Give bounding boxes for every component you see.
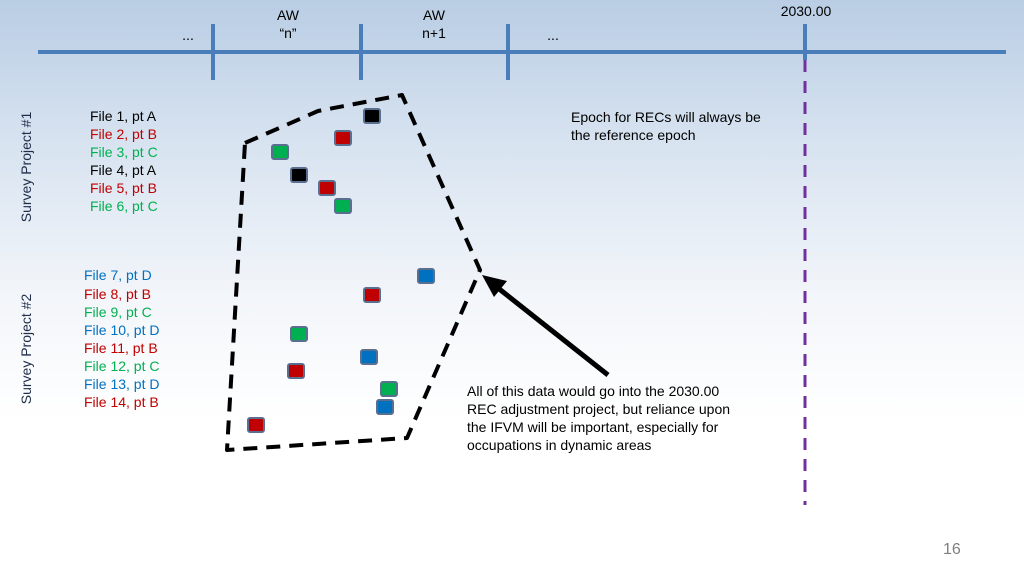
data-point-file-8 — [363, 287, 381, 303]
file-label-5: File 5, pt B — [90, 180, 157, 196]
aw-n1-label-line1: AW — [422, 7, 446, 23]
file-label-13: File 13, pt D — [84, 376, 160, 392]
file-label-3: File 3, pt C — [90, 144, 158, 160]
file-label-4: File 4, pt A — [90, 162, 157, 178]
data-point-file-5 — [318, 180, 336, 196]
data-point-file-9 — [290, 326, 308, 342]
file-label-8: File 8, pt B — [84, 286, 151, 302]
file-label-2: File 2, pt B — [90, 126, 157, 142]
data-enclosure — [225, 93, 482, 452]
data-point-file-7 — [417, 268, 435, 284]
data-point-markers — [247, 108, 435, 433]
aw-n-label-line1: AW — [276, 7, 300, 23]
data-point-file-2 — [334, 130, 352, 146]
file-label-7: File 7, pt D — [84, 267, 152, 283]
file-label-6: File 6, pt C — [90, 198, 158, 214]
file-label-12: File 12, pt C — [84, 358, 160, 374]
timeline-ellipsis-right: ... — [547, 27, 559, 43]
adjustment-note-line2: REC adjustment project, but reliance upo… — [467, 401, 731, 417]
data-point-file-14 — [247, 417, 265, 433]
timeline-ellipsis-left: ... — [182, 27, 194, 43]
data-point-file-11 — [287, 363, 305, 379]
file-label-11: File 11, pt B — [84, 340, 158, 356]
page-number: 16 — [943, 541, 961, 558]
data-point-file-4 — [290, 167, 308, 183]
pointer-arrow-shaft — [496, 286, 610, 377]
data-point-file-6 — [334, 198, 352, 214]
data-point-file-1 — [363, 108, 381, 124]
aw-n-label-line2: “n” — [279, 25, 297, 41]
pointer-arrow-head — [482, 275, 507, 297]
file-label-10: File 10, pt D — [84, 322, 160, 338]
epoch-note-line2: the reference epoch — [571, 127, 696, 143]
epoch-note-line1: Epoch for RECs will always be — [571, 109, 761, 125]
aw-n1-label-line2: n+1 — [422, 25, 446, 41]
adjustment-note-line3: the IFVM will be important, especially f… — [467, 419, 719, 435]
data-point-file-10 — [360, 349, 378, 365]
epoch-label: 2030.00 — [780, 3, 832, 19]
data-point-file-13 — [376, 399, 394, 415]
file-label-9: File 9, pt C — [84, 304, 152, 320]
file-label-1: File 1, pt A — [90, 108, 157, 124]
adjustment-note-line4: occupations in dynamic areas — [467, 437, 652, 453]
data-point-file-3 — [271, 144, 289, 160]
data-point-file-12 — [380, 381, 398, 397]
survey-project-1-label: Survey Project #1 — [18, 111, 34, 223]
survey-project-2-label: Survey Project #2 — [18, 293, 34, 405]
file-label-14: File 14, pt B — [84, 394, 159, 410]
adjustment-note-line1: All of this data would go into the 2030.… — [467, 383, 720, 399]
